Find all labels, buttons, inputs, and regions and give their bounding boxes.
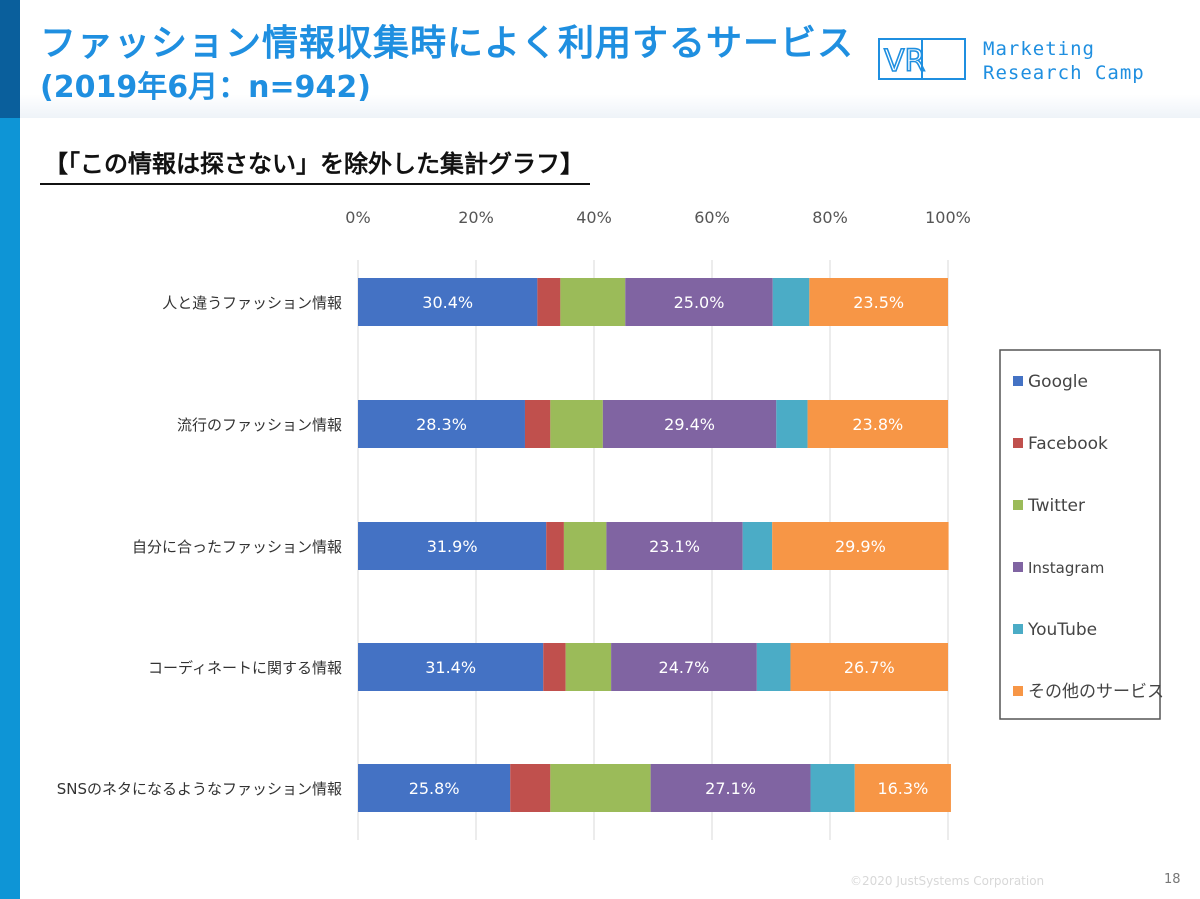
- data-label: 16.3%: [877, 779, 928, 798]
- x-tick-label: 60%: [694, 208, 730, 227]
- logo-line1: Marketing: [983, 38, 1095, 60]
- logo-text: Marketing Research Camp: [983, 37, 1145, 85]
- bar-segment: [809, 278, 948, 326]
- section-heading: 【「この情報は探さない」を除外した集計グラフ】: [40, 144, 590, 185]
- x-tick-label: 0%: [345, 208, 370, 227]
- bar-segment: [756, 643, 791, 691]
- x-tick-label: 100%: [925, 208, 971, 227]
- bar-segment: [550, 400, 603, 448]
- bar-segment: [807, 400, 948, 448]
- bar-segment: [358, 643, 544, 691]
- category-label: コーディネートに関する情報: [148, 659, 342, 677]
- category-label: SNSのネタになるようなファッション情報: [57, 780, 342, 798]
- bar-segment: [790, 643, 948, 691]
- legend-swatch: [1013, 438, 1023, 448]
- data-label: 25.8%: [409, 779, 460, 798]
- bar-segment: [772, 278, 810, 326]
- data-label: 29.4%: [664, 415, 715, 434]
- legend-label: Facebook: [1028, 434, 1108, 454]
- data-label: 31.9%: [427, 537, 478, 556]
- logo-line2: Research Camp: [983, 62, 1145, 84]
- bars: 30.4% 25.0% 23.5% 28.3% 29.4% 23.8% 31.9% 23.1%…: [358, 278, 951, 812]
- data-label: 23.5%: [853, 293, 904, 312]
- data-label: 23.1%: [649, 537, 700, 556]
- bar-segment: [611, 643, 757, 691]
- data-label: 29.9%: [835, 537, 886, 556]
- bar-segment: [550, 764, 651, 812]
- category-label: 流行のファッション情報: [177, 416, 342, 434]
- bar-segment: [650, 764, 811, 812]
- bar-segment: [524, 400, 551, 448]
- bar-segment: [602, 400, 777, 448]
- bar-segment: [537, 278, 561, 326]
- legend-label: Twitter: [1027, 496, 1085, 516]
- legend-label: その他のサービス: [1028, 682, 1164, 702]
- legend-swatch: [1013, 624, 1023, 634]
- bar-segment: [563, 522, 607, 570]
- legend-label: Instagram: [1028, 559, 1104, 577]
- bar-segment: [358, 400, 525, 448]
- legend-box: [999, 349, 1161, 720]
- x-tick-label: 40%: [576, 208, 612, 227]
- legend-swatch: [1013, 562, 1023, 572]
- header-band: [20, 0, 1200, 118]
- data-label: 25.0%: [674, 293, 725, 312]
- bar-segment: [358, 764, 511, 812]
- bar-segment: [625, 278, 773, 326]
- bar-segment: [854, 764, 951, 812]
- x-axis-ticks: 0% 20% 40% 60% 80% 100%: [345, 208, 971, 227]
- bar-segment: [810, 764, 855, 812]
- left-accent-bar-top: [0, 0, 20, 118]
- legend-swatch: [1013, 500, 1023, 510]
- bar-segment: [546, 522, 564, 570]
- bar-segment: [772, 522, 949, 570]
- legend-swatch: [1013, 686, 1023, 696]
- legend-swatch: [1013, 376, 1023, 386]
- x-tick-label: 20%: [458, 208, 494, 227]
- bar-segment: [565, 643, 612, 691]
- bar-segment: [358, 278, 538, 326]
- data-label: 24.7%: [659, 658, 710, 677]
- data-label: 30.4%: [422, 293, 473, 312]
- category-label: 人と違うファッション情報: [162, 294, 342, 312]
- page-subtitle: (2019年6月：n=942): [40, 70, 371, 105]
- logo-mark: VR: [878, 38, 966, 80]
- page-title: ファッション情報収集時によく利用するサービス: [40, 23, 855, 64]
- category-labels: 人と違うファッション情報流行のファッション情報自分に合ったファッション情報コーデ…: [57, 294, 342, 798]
- legend: Google Facebook Twitter Instagram YouTube その他…: [999, 349, 1164, 720]
- category-label: 自分に合ったファッション情報: [132, 538, 342, 556]
- logo-mark-text: VR: [884, 44, 925, 79]
- legend-label: YouTube: [1027, 620, 1097, 640]
- x-tick-label: 80%: [812, 208, 848, 227]
- bar-segment: [543, 643, 566, 691]
- bar-segment: [742, 522, 773, 570]
- left-accent-bar: [0, 0, 20, 899]
- data-label: 28.3%: [416, 415, 467, 434]
- data-label: 23.8%: [852, 415, 903, 434]
- bar-segment: [358, 522, 547, 570]
- bar-segment: [776, 400, 808, 448]
- data-label: 26.7%: [844, 658, 895, 677]
- legend-label: Google: [1028, 372, 1088, 392]
- copyright-text: ©2020 JustSystems Corporation: [850, 874, 1045, 888]
- bar-segment: [510, 764, 551, 812]
- data-label: 31.4%: [425, 658, 476, 677]
- data-label: 27.1%: [705, 779, 756, 798]
- page-number: 18: [1164, 872, 1181, 887]
- bar-segment: [560, 278, 626, 326]
- bar-segment: [606, 522, 743, 570]
